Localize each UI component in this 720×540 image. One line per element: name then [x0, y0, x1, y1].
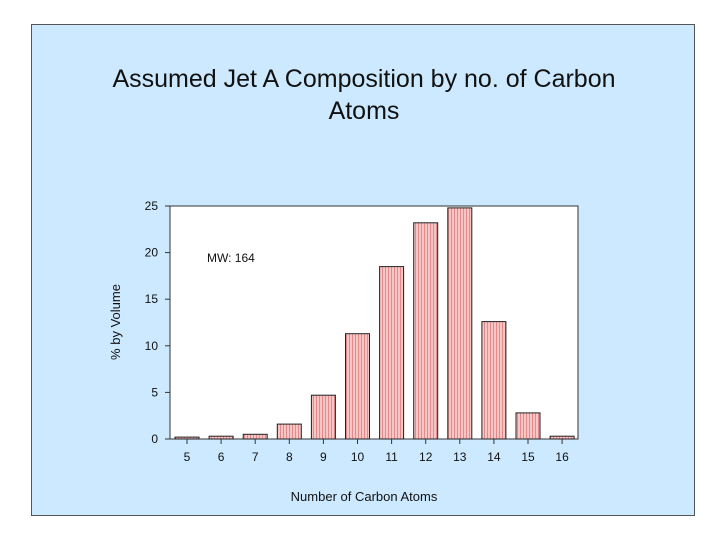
bar-7: [242, 433, 268, 440]
slide-title-line-2: Atoms: [328, 97, 400, 125]
slide-title: Assumed Jet A Composition by no. of Carb…: [32, 63, 696, 127]
chart-annotation: MW: 164: [207, 251, 255, 265]
x-tick-label: 9: [320, 450, 327, 464]
y-tick-label: 10: [145, 339, 159, 353]
x-axis-title: Number of Carbon Atoms: [291, 489, 438, 504]
bar-12: [413, 222, 439, 440]
x-tick-label: 15: [521, 450, 535, 464]
y-axis-title: % by Volume: [108, 284, 123, 360]
x-tick-label: 11: [385, 450, 398, 464]
bar-14: [481, 321, 507, 440]
x-tick-label: 13: [453, 450, 467, 464]
x-tick-label: 6: [218, 450, 225, 464]
bar-9: [310, 394, 336, 440]
y-tick-label: 15: [145, 292, 159, 306]
bar-5: [174, 436, 200, 440]
bar-15: [515, 412, 541, 440]
slide-title-line-1: Assumed Jet A Composition by no. of Carb…: [112, 65, 616, 93]
bar-10: [345, 333, 370, 440]
x-tick-label: 16: [555, 450, 569, 464]
bar-6: [208, 435, 234, 440]
bar-13: [447, 207, 473, 440]
x-tick-label: 7: [252, 450, 259, 464]
x-tick-label: 5: [184, 450, 191, 464]
x-tick-label: 14: [487, 450, 501, 464]
y-tick-label: 5: [151, 385, 158, 399]
bar-8: [276, 423, 302, 440]
y-tick-label: 25: [145, 199, 159, 213]
x-tick-label: 8: [286, 450, 293, 464]
bar-16: [549, 435, 575, 440]
x-tick-label: 12: [419, 450, 433, 464]
bar-11: [379, 266, 405, 440]
y-tick-label: 0: [151, 432, 158, 446]
x-tick-label: 10: [351, 450, 365, 464]
y-tick-label: 20: [145, 246, 159, 260]
plot-area: [169, 205, 579, 440]
